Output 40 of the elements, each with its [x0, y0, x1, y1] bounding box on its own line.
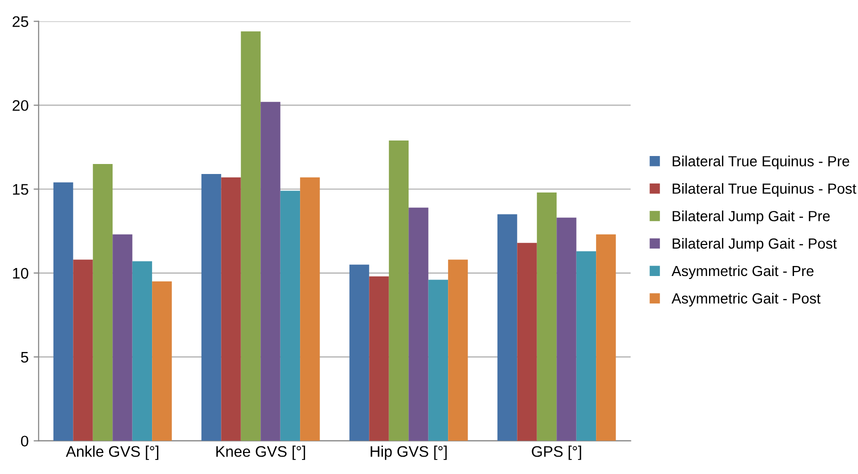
y-tick-label: 20 — [12, 100, 28, 111]
x-tick-label: Ankle GVS [°] — [66, 446, 158, 460]
x-tick-label: Hip GVS [°] — [370, 446, 447, 460]
bar — [152, 281, 172, 441]
y-tick-label: 0 — [20, 436, 28, 447]
y-tick-label: 10 — [13, 268, 28, 279]
x-tick-label: GPS [°] — [532, 446, 582, 460]
bar — [112, 234, 132, 441]
bar — [517, 242, 537, 441]
bar — [556, 218, 576, 441]
bar — [221, 177, 241, 441]
bar — [92, 164, 113, 441]
bar — [596, 234, 616, 441]
legend-label: Asymmetric Gait - Post — [672, 292, 821, 306]
bar — [73, 260, 93, 441]
bar — [369, 276, 389, 441]
legend-label: Asymmetric Gait - Pre — [672, 265, 814, 280]
legend-label: Bilateral Jump Gait - Pre — [672, 210, 830, 224]
bar — [280, 190, 300, 441]
bar — [132, 261, 152, 441]
x-tick-label: Knee GVS [°] — [216, 446, 306, 460]
bar — [388, 140, 409, 441]
bar — [408, 208, 428, 441]
bar — [497, 214, 518, 441]
bar — [300, 177, 320, 441]
bar — [448, 260, 468, 441]
bar — [201, 174, 222, 441]
legend-label: Bilateral Jump Gait - Post — [672, 238, 837, 252]
y-tick-label: 25 — [12, 16, 28, 28]
bar — [260, 102, 280, 441]
bar — [349, 264, 370, 441]
legend-label: Bilateral True Equinus - Post — [672, 183, 856, 197]
bar — [536, 192, 557, 441]
bar — [428, 280, 448, 441]
bar — [53, 182, 74, 441]
bar — [576, 251, 596, 441]
bar — [240, 31, 261, 441]
y-tick-label: 15 — [13, 184, 28, 195]
y-tick-label: 5 — [21, 352, 28, 363]
legend-label: Bilateral True Equinus - Pre — [672, 156, 850, 170]
